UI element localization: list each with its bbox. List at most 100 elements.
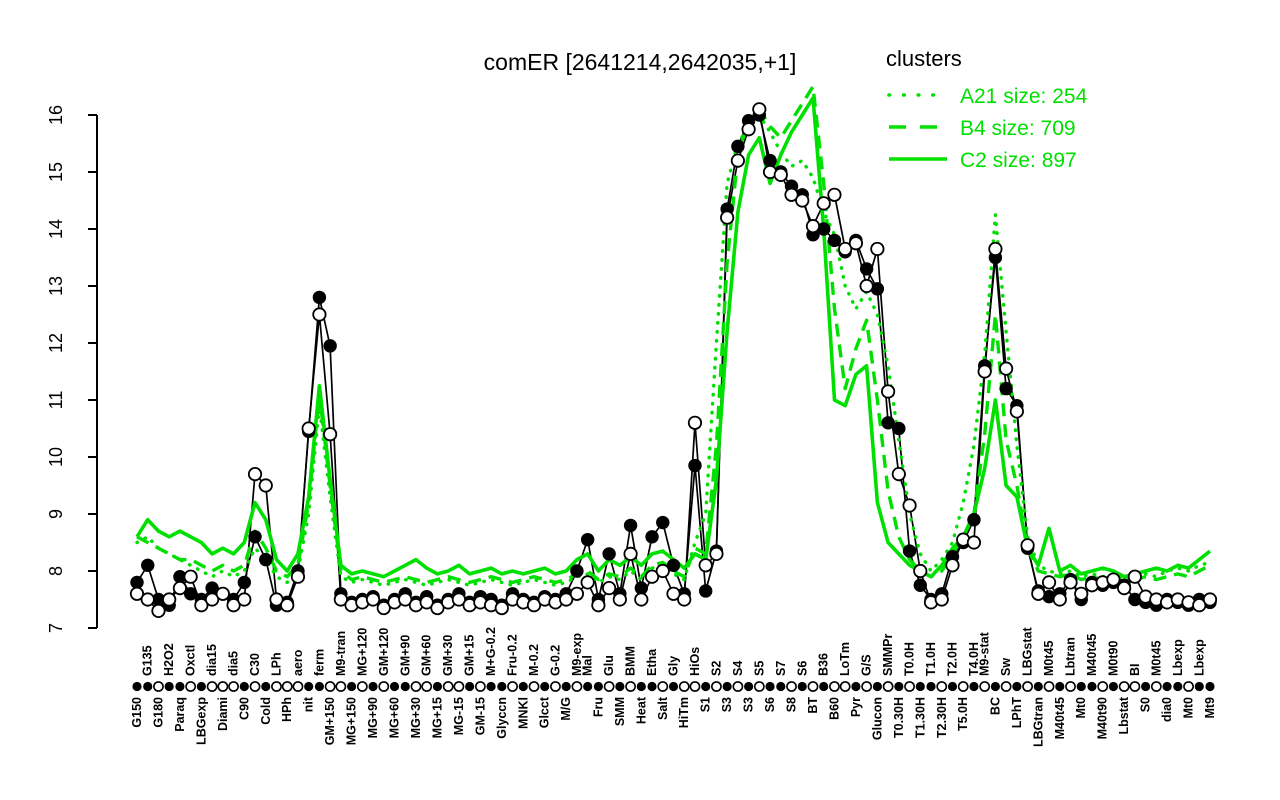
y-tick-label: 9 <box>46 509 66 519</box>
legend-title: clusters <box>886 46 962 71</box>
x-condition-label: HPh <box>280 697 294 722</box>
x-condition-label: T1.30H <box>913 697 927 738</box>
data-point-open <box>623 546 638 562</box>
data-point-open <box>913 563 928 579</box>
data-point-filled <box>323 339 337 353</box>
data-point-open <box>902 498 917 513</box>
x-condition-label: T4.0H <box>967 642 981 676</box>
strip-dot-open <box>1183 681 1194 692</box>
strip-dot-filled <box>947 681 958 692</box>
strip-dot-open <box>979 681 991 692</box>
data-point-open <box>966 535 982 550</box>
data-point-filled <box>817 222 831 236</box>
data-point-open <box>365 592 381 607</box>
x-condition-label: B60 <box>828 697 842 720</box>
data-point-open <box>687 415 703 430</box>
x-condition-label: G135 <box>141 645 155 676</box>
x-condition-label: M0t45 <box>1042 641 1056 676</box>
strip-dot-filled <box>915 681 925 692</box>
x-condition-label: M9-tran <box>334 631 348 676</box>
x-condition-label: SMMPr <box>881 634 895 677</box>
strip-dot-filled <box>969 681 979 692</box>
data-point-open <box>591 598 606 613</box>
data-point-filled <box>205 581 219 595</box>
data-point-filled <box>999 381 1013 396</box>
strip-dot-open <box>1118 681 1130 692</box>
y-tick-label: 15 <box>46 162 66 182</box>
strip-dot-filled <box>347 681 357 692</box>
data-point-open <box>280 598 295 613</box>
strip-dot-open <box>550 681 561 692</box>
strip-dot-filled <box>894 681 904 692</box>
strip-dot-open <box>603 681 615 692</box>
data-point-open <box>752 102 767 117</box>
strip-dot-open <box>753 681 765 692</box>
strip-dot-filled <box>164 681 174 692</box>
data-point-open <box>795 193 810 208</box>
strip-dot-open <box>657 681 669 692</box>
strip-dot-filled <box>132 681 142 692</box>
data-point-filled <box>183 587 198 601</box>
x-condition-label: Heat <box>634 696 648 724</box>
x-condition-label: LoTm <box>838 642 852 676</box>
x-condition-label: Mt0 <box>1074 697 1088 719</box>
strip-dot-filled <box>990 681 1001 692</box>
x-condition-label: Fru <box>591 697 605 717</box>
x-condition-label: GM+150 <box>323 697 337 745</box>
strip-dot-open <box>474 681 486 692</box>
strip-dot-filled <box>518 681 528 692</box>
strip-dot-filled <box>1108 681 1119 692</box>
data-point-open <box>634 592 649 607</box>
strip-dot-open <box>1000 681 1012 692</box>
strip-dot-open <box>829 681 840 692</box>
strip-dot-filled <box>1173 681 1183 692</box>
y-tick-label: 8 <box>46 566 66 576</box>
strip-dot-filled <box>1194 681 1204 692</box>
strip-dot-filled <box>304 681 314 692</box>
data-point-filled <box>688 458 702 473</box>
chart-title: comER [2641214,2642035,+1] <box>484 49 797 75</box>
x-condition-label: GM+60 <box>420 635 434 676</box>
series-layer <box>129 84 1218 619</box>
x-condition-label: G150 <box>130 697 144 728</box>
strip-dot-filled <box>465 681 475 692</box>
x-condition-label: T0.0H <box>903 642 917 676</box>
data-point-filled <box>645 530 659 544</box>
x-condition-label: MG+120 <box>355 628 369 676</box>
data-point-open <box>183 569 198 584</box>
data-point-open <box>934 592 949 607</box>
strip-dot-filled <box>1076 681 1086 692</box>
x-condition-label: M40t45 <box>1085 634 1099 676</box>
x-condition-label: M40t45 <box>1053 697 1067 739</box>
data-point-open <box>569 586 585 601</box>
data-point-open <box>1020 538 1035 553</box>
x-condition-label: G180 <box>152 697 166 728</box>
strip-dot-open <box>861 681 873 692</box>
data-point-open <box>644 569 660 584</box>
strip-dot-filled <box>647 681 657 692</box>
strip-dot-filled <box>744 681 754 692</box>
x-condition-label: M9-exp <box>570 633 584 676</box>
strip-dot-open <box>625 681 636 692</box>
x-condition-label: M9-stat <box>978 631 992 676</box>
data-point-open <box>859 278 874 294</box>
strip-dot-filled <box>540 681 550 692</box>
data-point-open <box>247 466 263 482</box>
strip-dot-open <box>378 681 390 692</box>
data-point-filled <box>731 139 745 154</box>
strip-dot-filled <box>722 681 732 692</box>
data-point-open <box>580 575 595 590</box>
x-condition-label: Mt0 <box>1182 697 1196 719</box>
y-tick-label: 12 <box>46 333 66 353</box>
x-condition-label: Etha <box>645 648 659 676</box>
x-condition-label: BMM <box>624 646 638 676</box>
strip-dot-open <box>528 681 540 692</box>
data-point-open <box>1127 569 1142 584</box>
x-condition-label: GM+90 <box>398 635 412 676</box>
x-condition-label: Glcct <box>538 696 552 728</box>
x-condition-label: MG+90 <box>366 697 380 738</box>
data-point-open <box>602 580 617 596</box>
strip-dot-open <box>249 681 261 692</box>
x-condition-label: Sw <box>999 658 1013 676</box>
